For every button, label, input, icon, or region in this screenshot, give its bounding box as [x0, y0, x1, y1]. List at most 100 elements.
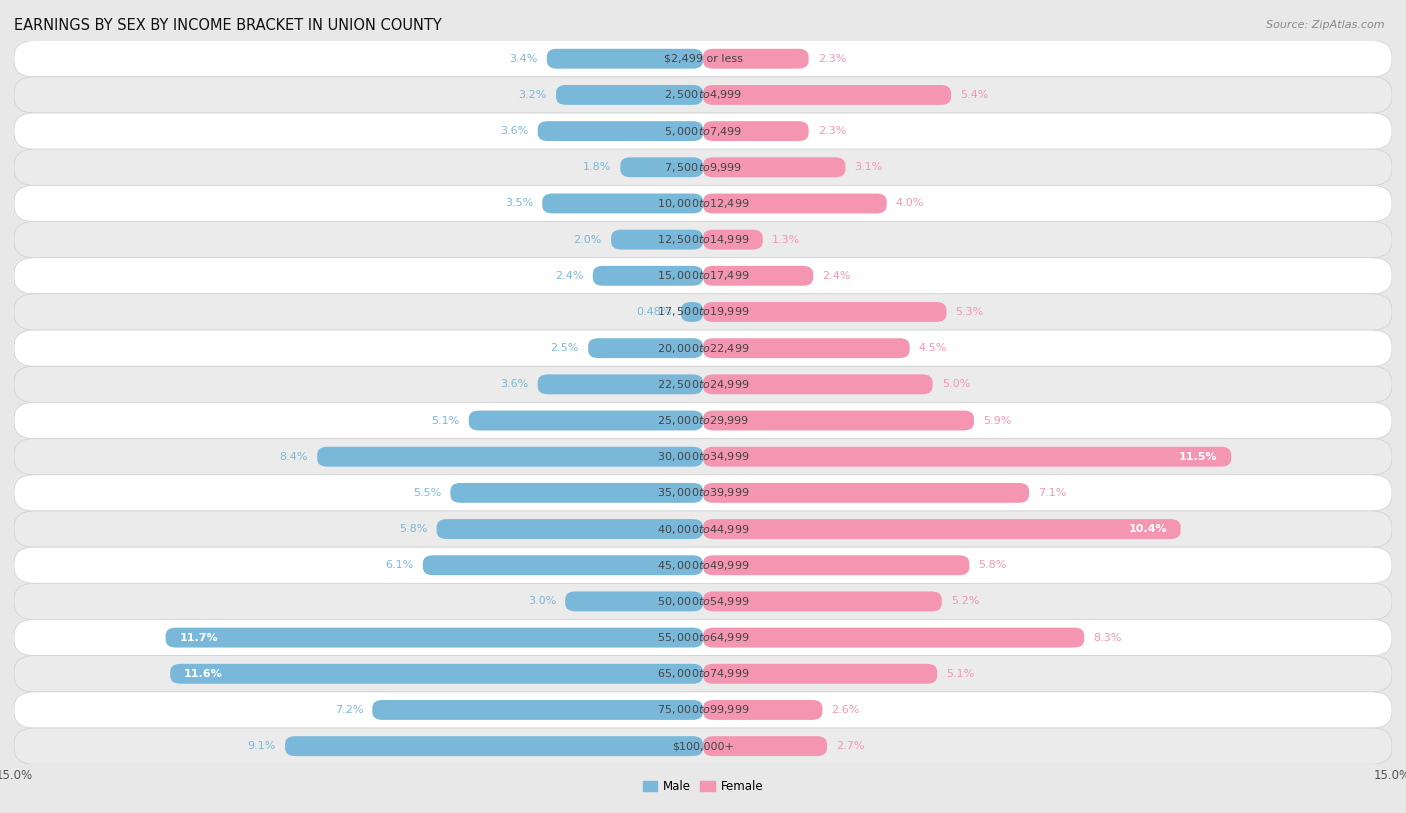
Text: 5.4%: 5.4%	[960, 90, 988, 100]
FancyBboxPatch shape	[703, 302, 946, 322]
FancyBboxPatch shape	[703, 121, 808, 141]
FancyBboxPatch shape	[620, 158, 703, 177]
Text: 3.0%: 3.0%	[527, 597, 555, 606]
FancyBboxPatch shape	[14, 150, 1392, 185]
FancyBboxPatch shape	[703, 520, 1181, 539]
FancyBboxPatch shape	[14, 77, 1392, 113]
Text: 6.1%: 6.1%	[385, 560, 413, 570]
FancyBboxPatch shape	[703, 49, 808, 68]
Text: 2.0%: 2.0%	[574, 235, 602, 245]
FancyBboxPatch shape	[14, 475, 1392, 511]
FancyBboxPatch shape	[703, 230, 762, 250]
FancyBboxPatch shape	[612, 230, 703, 250]
FancyBboxPatch shape	[593, 266, 703, 285]
Text: 3.6%: 3.6%	[501, 380, 529, 389]
FancyBboxPatch shape	[703, 592, 942, 611]
Text: 5.1%: 5.1%	[432, 415, 460, 425]
FancyBboxPatch shape	[170, 664, 703, 684]
FancyBboxPatch shape	[14, 402, 1392, 439]
Text: 3.5%: 3.5%	[505, 198, 533, 208]
FancyBboxPatch shape	[537, 375, 703, 394]
Text: 7.2%: 7.2%	[335, 705, 363, 715]
FancyBboxPatch shape	[285, 737, 703, 756]
FancyBboxPatch shape	[468, 411, 703, 430]
FancyBboxPatch shape	[14, 511, 1392, 547]
Text: 5.3%: 5.3%	[956, 307, 984, 317]
Text: 2.3%: 2.3%	[818, 126, 846, 136]
Text: 7.1%: 7.1%	[1038, 488, 1067, 498]
FancyBboxPatch shape	[703, 338, 910, 358]
FancyBboxPatch shape	[14, 185, 1392, 221]
Text: $75,000 to $99,999: $75,000 to $99,999	[657, 703, 749, 716]
FancyBboxPatch shape	[681, 302, 703, 322]
Text: Source: ZipAtlas.com: Source: ZipAtlas.com	[1267, 20, 1385, 30]
FancyBboxPatch shape	[543, 193, 703, 213]
Text: 2.4%: 2.4%	[823, 271, 851, 280]
Text: $65,000 to $74,999: $65,000 to $74,999	[657, 667, 749, 680]
Text: 1.3%: 1.3%	[772, 235, 800, 245]
Text: $40,000 to $44,999: $40,000 to $44,999	[657, 523, 749, 536]
FancyBboxPatch shape	[547, 49, 703, 68]
FancyBboxPatch shape	[14, 728, 1392, 764]
Text: $15,000 to $17,499: $15,000 to $17,499	[657, 269, 749, 282]
FancyBboxPatch shape	[14, 439, 1392, 475]
FancyBboxPatch shape	[565, 592, 703, 611]
Text: 5.0%: 5.0%	[942, 380, 970, 389]
FancyBboxPatch shape	[166, 628, 703, 647]
FancyBboxPatch shape	[14, 655, 1392, 692]
FancyBboxPatch shape	[14, 330, 1392, 366]
FancyBboxPatch shape	[703, 158, 845, 177]
Text: 10.4%: 10.4%	[1128, 524, 1167, 534]
Text: 8.4%: 8.4%	[280, 452, 308, 462]
Text: $45,000 to $49,999: $45,000 to $49,999	[657, 559, 749, 572]
FancyBboxPatch shape	[703, 628, 1084, 647]
FancyBboxPatch shape	[703, 411, 974, 430]
FancyBboxPatch shape	[14, 221, 1392, 258]
FancyBboxPatch shape	[318, 447, 703, 467]
Text: 5.2%: 5.2%	[950, 597, 980, 606]
Text: $100,000+: $100,000+	[672, 741, 734, 751]
Text: $35,000 to $39,999: $35,000 to $39,999	[657, 486, 749, 499]
FancyBboxPatch shape	[450, 483, 703, 502]
Text: 0.48%: 0.48%	[637, 307, 672, 317]
Text: $30,000 to $34,999: $30,000 to $34,999	[657, 450, 749, 463]
Text: EARNINGS BY SEX BY INCOME BRACKET IN UNION COUNTY: EARNINGS BY SEX BY INCOME BRACKET IN UNI…	[14, 18, 441, 33]
FancyBboxPatch shape	[14, 547, 1392, 584]
Text: 3.6%: 3.6%	[501, 126, 529, 136]
FancyBboxPatch shape	[703, 664, 938, 684]
Text: $5,000 to $7,499: $5,000 to $7,499	[664, 124, 742, 137]
FancyBboxPatch shape	[703, 266, 813, 285]
Text: 1.8%: 1.8%	[582, 163, 612, 172]
Text: 2.6%: 2.6%	[831, 705, 860, 715]
Text: $20,000 to $22,499: $20,000 to $22,499	[657, 341, 749, 354]
FancyBboxPatch shape	[703, 85, 950, 105]
FancyBboxPatch shape	[14, 692, 1392, 728]
FancyBboxPatch shape	[703, 375, 932, 394]
FancyBboxPatch shape	[14, 366, 1392, 402]
Text: 2.4%: 2.4%	[555, 271, 583, 280]
FancyBboxPatch shape	[14, 41, 1392, 77]
Text: $2,499 or less: $2,499 or less	[664, 54, 742, 63]
FancyBboxPatch shape	[437, 520, 703, 539]
Text: 11.7%: 11.7%	[180, 633, 218, 642]
Text: 5.8%: 5.8%	[399, 524, 427, 534]
Text: $17,500 to $19,999: $17,500 to $19,999	[657, 306, 749, 319]
FancyBboxPatch shape	[373, 700, 703, 720]
Text: $12,500 to $14,999: $12,500 to $14,999	[657, 233, 749, 246]
FancyBboxPatch shape	[14, 294, 1392, 330]
FancyBboxPatch shape	[588, 338, 703, 358]
FancyBboxPatch shape	[14, 258, 1392, 294]
Text: 11.5%: 11.5%	[1178, 452, 1218, 462]
Text: 3.2%: 3.2%	[519, 90, 547, 100]
Text: 2.7%: 2.7%	[837, 741, 865, 751]
FancyBboxPatch shape	[703, 737, 827, 756]
Text: $2,500 to $4,999: $2,500 to $4,999	[664, 89, 742, 102]
Text: 5.5%: 5.5%	[413, 488, 441, 498]
Text: $10,000 to $12,499: $10,000 to $12,499	[657, 197, 749, 210]
Text: 8.3%: 8.3%	[1094, 633, 1122, 642]
FancyBboxPatch shape	[14, 113, 1392, 150]
FancyBboxPatch shape	[14, 620, 1392, 655]
Text: 5.8%: 5.8%	[979, 560, 1007, 570]
FancyBboxPatch shape	[703, 447, 1232, 467]
Text: 9.1%: 9.1%	[247, 741, 276, 751]
